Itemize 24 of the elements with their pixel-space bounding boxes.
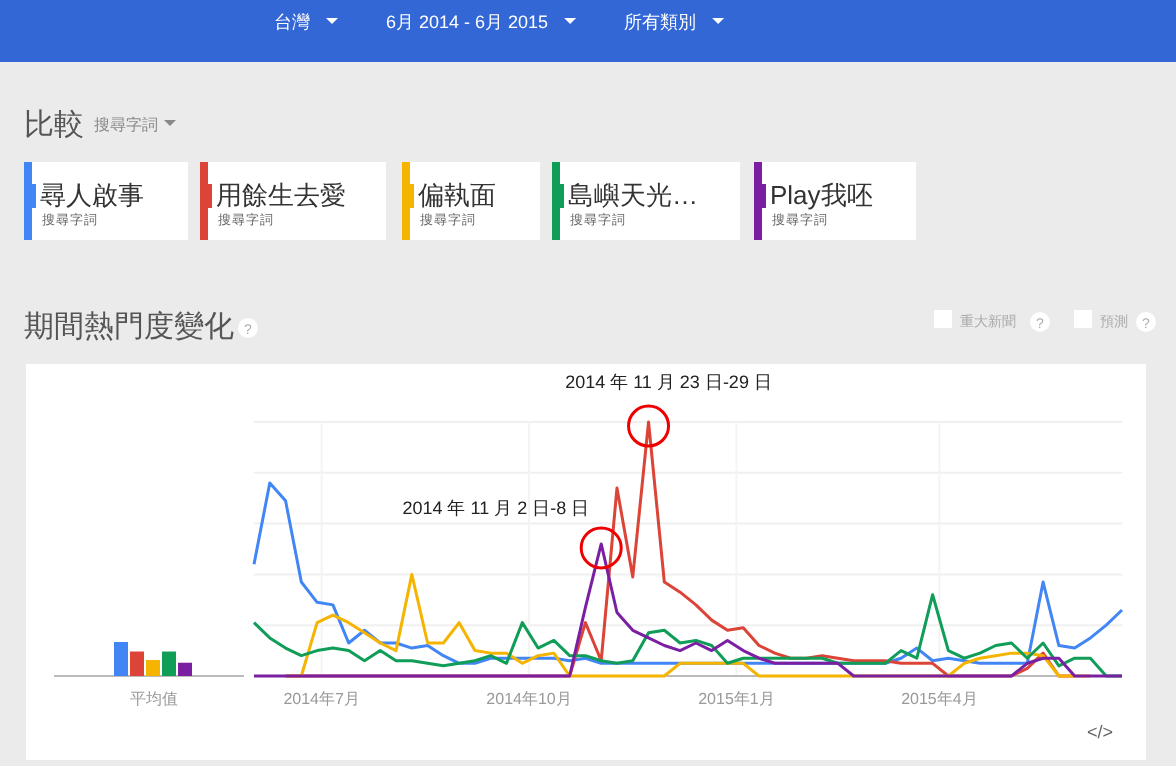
annotation: 2014 年 11 月 23 日-29 日 (565, 372, 772, 392)
annotation: 2014 年 11 月 2 日-8 日 (402, 497, 590, 518)
bar (114, 642, 128, 676)
x-tick-label: 平均值 (130, 690, 178, 708)
text: </> (1086, 722, 1114, 742)
chart-title: 期間熱門度變化 (24, 310, 234, 344)
legend-label: 尋人啟事 (40, 180, 144, 210)
legend-label: 島嶼天光… (568, 180, 698, 210)
x-tick-label: 2014年10月 (486, 690, 572, 708)
legend-label: Play我呸 (770, 180, 873, 210)
legend-label: 偏執面 (418, 180, 496, 210)
bar (162, 651, 176, 676)
bar (146, 660, 160, 676)
legend-label: 用餘生去愛 (216, 180, 346, 210)
bar (130, 651, 144, 676)
x-tick-label: 2015年1月 (698, 690, 775, 708)
text: 所有類別 (624, 12, 697, 32)
text: 6月 2014 - 6月 2015 (386, 12, 549, 32)
text: 比較 (24, 108, 84, 142)
text: 台灣 (274, 12, 310, 32)
x-tick-label: 2014年7月 (283, 690, 360, 708)
x-tick-label: 2015年4月 (901, 690, 978, 708)
bar (178, 662, 192, 676)
text: 搜尋字詞 (94, 116, 158, 134)
